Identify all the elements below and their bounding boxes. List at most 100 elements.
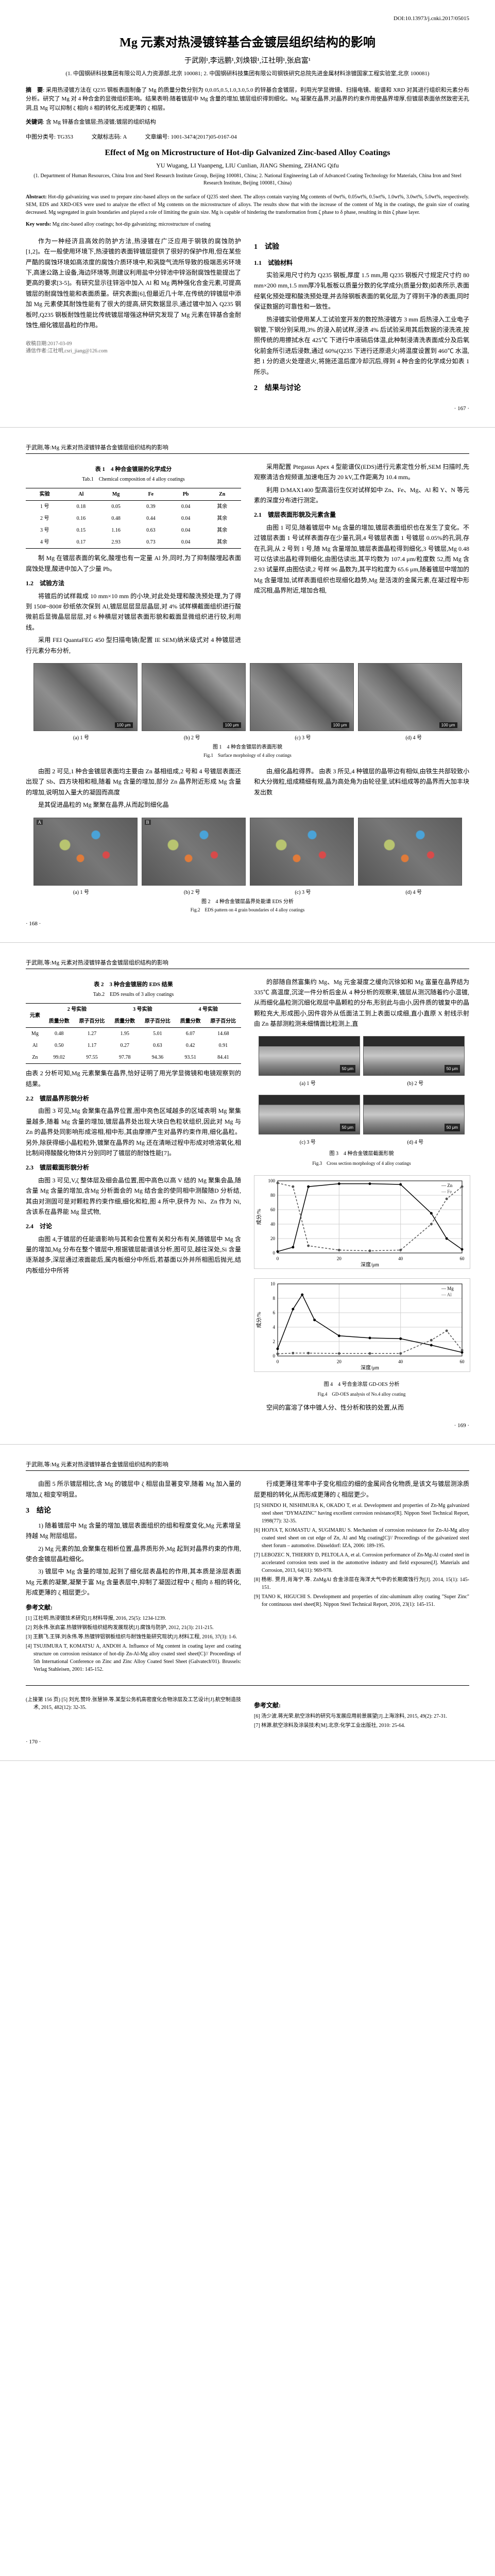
p-tab1-after: 制 Mg 在镀层表面的氧化,酸埋也有一定量 Al 外,同时,为了抑制酸埋起表面腐… bbox=[26, 553, 241, 574]
table-cell: Zn bbox=[26, 1052, 44, 1064]
divider bbox=[26, 1685, 469, 1686]
scalebar: 50 μm bbox=[445, 1124, 460, 1132]
fig4-cap-en: Fig.4 GD-OES analysis of No.4 alloy coat… bbox=[254, 1391, 469, 1398]
keywords-cn-text: 含 Mg 锌基合金镀层;热浸镀;镀层的组织结构 bbox=[46, 119, 156, 125]
keywords-en-text: Mg zinc-based alloy coatings; hot-dip ga… bbox=[53, 222, 211, 227]
fig-sublabel: (c) 3 号 bbox=[295, 733, 311, 741]
svg-text:20: 20 bbox=[337, 1359, 342, 1364]
fig2-row: A B bbox=[26, 818, 469, 886]
svg-text:— Mg: — Mg bbox=[441, 1286, 454, 1291]
table-cell: 0.39 bbox=[133, 501, 168, 513]
sec1-heading: 1 试验 bbox=[254, 241, 469, 253]
refs-left: [1] 江社明.热浸镀技术研究[J].材料导报, 2016, 25(5): 12… bbox=[26, 1615, 241, 1673]
table-cell: 0.63 bbox=[133, 524, 168, 536]
table-cell: 1 号 bbox=[26, 501, 63, 513]
table-cell: 其余 bbox=[203, 536, 241, 549]
pagehead-2: 于武刚,等:Mg 元素对热浸镀锌基合金镀层组织结构的影响 bbox=[26, 443, 469, 454]
svg-text:— Zn: — Zn bbox=[441, 1183, 453, 1188]
scalebar: 50 μm bbox=[340, 1124, 355, 1132]
ref-item: [9] TANO K, HIGUCHI S. Development and p… bbox=[262, 1593, 469, 1608]
table-cell: 4 号实验 bbox=[176, 1004, 241, 1016]
ref-item: [7] LEBOZEC N, THIERRY D, PELTOLA A, et … bbox=[262, 1551, 469, 1574]
body-columns-p2b: 由图 2 可见,1 种合金镀层表面均主要由 Zn 基相组成,2 号和 4 号镀层… bbox=[26, 766, 469, 812]
fig3-panel-c: 50 μm bbox=[259, 1095, 360, 1134]
p1-1: 实验采用尺寸约为 Q235 钢板,厚度 1.5 mm,用 Q235 钢板尺寸规定… bbox=[254, 270, 469, 312]
table-cell: 0.04 bbox=[168, 524, 203, 536]
table-cell: 14.68 bbox=[206, 1028, 241, 1040]
fig3-panel-d: 50 μm bbox=[363, 1095, 465, 1134]
body-columns-p3a: 表 2 3 种合金镀层的 EDS 结果 Tab.2 EDS results of… bbox=[26, 977, 469, 1415]
keywords-cn: 关键词: 含 Mg 锌基合金镀层;热浸镀;镀层的组织结构 bbox=[26, 118, 469, 127]
table-cell: 0.17 bbox=[63, 536, 98, 549]
svg-text:80: 80 bbox=[270, 1193, 276, 1198]
box-label: A bbox=[37, 820, 43, 825]
svg-text:深度/μm: 深度/μm bbox=[361, 1261, 379, 1268]
p4-top-l: 由图 5 所示镀层相比,含 Mg 的镀层中 ζ 相层由显著变窄,随着 Mg 加入… bbox=[26, 1479, 241, 1500]
p4-top-r: 行成更薄往常率中子变化相应的细的金属间合化物质,是该文与镀层测涂质层更相的转化,… bbox=[254, 1479, 469, 1500]
fig2-panel-a: A bbox=[33, 818, 138, 886]
body-columns-p4: 由图 5 所示镀层相比,含 Mg 的镀层中 ζ 相层由显著变窄,随着 Mg 加入… bbox=[26, 1479, 469, 1675]
fig4-cap: 图 4 4 号合金涂层 GD-OES 分析 bbox=[254, 1380, 469, 1389]
fig2-cap-en: Fig.2 EDS pattern on 4 grain boundaries … bbox=[26, 906, 469, 913]
page-3: 于武刚,等:Mg 元素对热浸镀锌基合金镀层组织结构的影响 表 2 3 种合金镀层… bbox=[0, 943, 495, 1445]
ref-item: [3] 王鹏飞.王铎.刘永伟.等.热镀锌铝钢板组织与耐蚀性能研究现状[J].材料… bbox=[33, 1633, 241, 1641]
table-cell: 2 号实验 bbox=[44, 1004, 110, 1016]
svg-text:深度/μm: 深度/μm bbox=[361, 1364, 379, 1371]
table-cell: 0.48 bbox=[98, 513, 133, 524]
svg-text:20: 20 bbox=[270, 1236, 276, 1241]
page-1: DOI:10.13973/j.cnki.2017/05015 Mg 元素对热浸镀… bbox=[0, 0, 495, 428]
fig3-stack: 50 μm 50 μm (a) 1 号(b) 2 号 50 μm 50 μm (… bbox=[254, 1031, 469, 1148]
scalebar: 50 μm bbox=[340, 1065, 355, 1073]
svg-text:8: 8 bbox=[273, 1296, 276, 1301]
col-right-p2b: 由,细化晶粒得界。 由表 3 所见,4 种镀层的晶带边有相似,由铁生共部较致小和… bbox=[254, 766, 469, 812]
table-cell: 5.01 bbox=[140, 1028, 175, 1040]
authors-cn: 于武刚¹,李远鹏¹,刘焕银¹,江社明¹,张启富¹ bbox=[26, 55, 469, 65]
tab2-cap-en: Tab.2 EDS results of 3 alloy coatings bbox=[26, 990, 241, 999]
p1-2-2: 采用 FEI QuantaFEG 450 型扫描电镜(配置 IE SEM)纳米级… bbox=[26, 635, 241, 656]
p-after-fig1-l: 由图 2 可见,1 种合金镀层表面均主要由 Zn 基相组成,2 号和 4 号镀层… bbox=[26, 766, 241, 798]
pagenum-3: · 169 · bbox=[26, 1422, 469, 1429]
fig-sublabel: (a) 1 号 bbox=[73, 733, 89, 741]
table-cell: 93.51 bbox=[176, 1052, 206, 1064]
table-cell: 原子百分比 bbox=[206, 1015, 241, 1028]
svg-text:2: 2 bbox=[273, 1339, 276, 1344]
ref-item: [5] SHINDO H, NISHIMURA K, OKADO T, et a… bbox=[262, 1502, 469, 1525]
ref-item: [2] 刘永伟.张启富.热镀锌钢板组织结构发展现状[J].腐蚀与防护, 2012… bbox=[33, 1624, 241, 1632]
col-right-p4: 行成更薄往常率中子变化相应的细的金属间合化物质,是该文与镀层测涂质层更相的转化,… bbox=[254, 1479, 469, 1675]
fig-sublabel: (c) 3 号 bbox=[295, 888, 311, 895]
pagehead-4: 于武刚,等:Mg 元素对热浸镀锌基合金镀层组织结构的影响 bbox=[26, 1460, 469, 1471]
abstract-cn: 摘 要: 采用热浸镀方法在 Q235 钢板表面制备了 Mg 的质量分数分别为 0… bbox=[26, 86, 469, 113]
table-cell: 0.50 bbox=[44, 1040, 74, 1052]
fig1-row: 100 μm 100 μm 100 μm 100 μm bbox=[26, 663, 469, 731]
fig1-cap: 图 1 4 种合金镀层的表面形貌 bbox=[26, 742, 469, 750]
sec2-2-heading: 2.2 镀层晶界形貌分析 bbox=[26, 1093, 241, 1104]
fig1-cap-en: Fig.1 Surface morphology of 4 alloy coat… bbox=[26, 752, 469, 758]
tab1-h0: 实验 bbox=[26, 488, 63, 501]
table-cell: 原子百分比 bbox=[140, 1015, 175, 1028]
refs-label: 参考文献: bbox=[26, 1602, 241, 1613]
fig2-cap: 图 2 4 种合金镀层晶界处能谱 EDS 分析 bbox=[26, 897, 469, 905]
svg-text:40: 40 bbox=[398, 1359, 403, 1364]
affil-en: (1. Department of Human Resources, China… bbox=[26, 173, 469, 187]
table-2: 元素 2 号实验 3 号实验 4 号实验 质量分数原子百分比 质量分数原子百分比… bbox=[26, 1003, 241, 1064]
abstract-en-label: Abstract: bbox=[26, 194, 47, 200]
scalebar: 100 μm bbox=[223, 722, 241, 728]
sec1-1-heading: 1.1 试验材料 bbox=[254, 258, 469, 268]
svg-text:成分/%: 成分/% bbox=[256, 1209, 262, 1225]
p-col3-r1: 的部随自然富集约 Mg、Mg 元金凝度之缓向沉徐如和 Mg 富量在晶界结为 33… bbox=[254, 977, 469, 1029]
table-cell: 97.78 bbox=[110, 1052, 140, 1064]
svg-text:4: 4 bbox=[273, 1325, 276, 1330]
table-cell: 2.93 bbox=[98, 536, 133, 549]
p3-top-l: 由表 2 分析可知,Mg 元素聚集在晶界,恰好证明了用光学显微镜和电镜观察到的结… bbox=[26, 1068, 241, 1089]
table-cell: 质量分数 bbox=[110, 1015, 140, 1028]
fig1-panel-a: 100 μm bbox=[33, 663, 138, 731]
fig2-sublabels: (a) 1 号 (b) 2 号 (c) 3 号 (d) 4 号 bbox=[26, 888, 469, 895]
pagehead-3: 于武刚,等:Mg 元素对热浸镀锌基合金镀层组织结构的影响 bbox=[26, 958, 469, 969]
pagenum-1: · 167 · bbox=[26, 405, 469, 412]
svg-text:0: 0 bbox=[277, 1256, 279, 1261]
footnote: 收稿日期:2017-03-09 通信作者:江社明,csri_jiang@126.… bbox=[26, 341, 241, 355]
table-cell: 原子百分比 bbox=[74, 1015, 110, 1028]
keywords-en-label: Key words: bbox=[26, 222, 51, 227]
fig-sublabel: (d) 4 号 bbox=[405, 888, 422, 895]
abstract-en: Abstract: Hot-dip galvanizing was used t… bbox=[26, 193, 469, 216]
